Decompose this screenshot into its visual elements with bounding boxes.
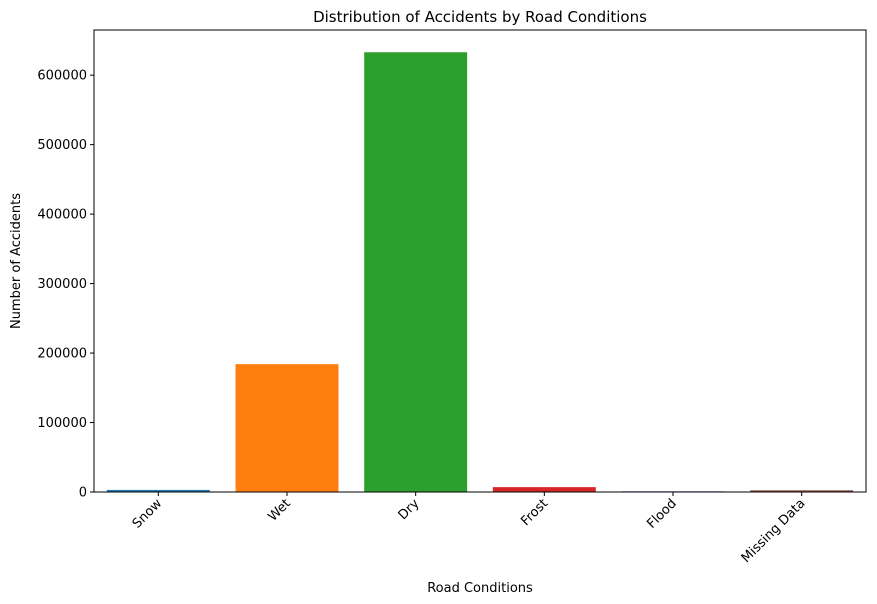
x-axis-ticks: Snow Wet Dry Frost Flood Missing Data (130, 492, 809, 566)
y-tick-label: 600000 (37, 69, 87, 84)
y-tick-label: 0 (79, 486, 87, 501)
x-axis-label: Road Conditions (427, 581, 533, 596)
y-axis-label: Number of Accidents (9, 193, 24, 329)
y-tick-label: 300000 (37, 277, 87, 292)
bar-snow (106, 489, 210, 492)
y-tick-label: 100000 (37, 416, 87, 431)
x-tick-label: Wet (265, 496, 293, 524)
bar-dry (364, 52, 468, 493)
bar-wet (235, 364, 339, 492)
y-tick-label: 500000 (37, 138, 87, 153)
chart-title: Distribution of Accidents by Road Condit… (313, 8, 647, 26)
bar-missing-data (750, 490, 854, 492)
y-tick-label: 400000 (37, 208, 87, 223)
plot-frame (93, 29, 867, 493)
bar-frost (492, 487, 596, 492)
y-tick-label: 200000 (37, 347, 87, 362)
bars-group (106, 52, 854, 493)
y-axis-ticks: 0 100000 200000 300000 400000 500000 600000 (37, 69, 94, 501)
x-tick-label: Snow (130, 496, 166, 532)
x-tick-label: Flood (644, 496, 680, 532)
x-tick-label: Dry (396, 496, 423, 523)
x-tick-label: Frost (518, 496, 551, 529)
x-tick-label: Missing Data (739, 496, 809, 566)
